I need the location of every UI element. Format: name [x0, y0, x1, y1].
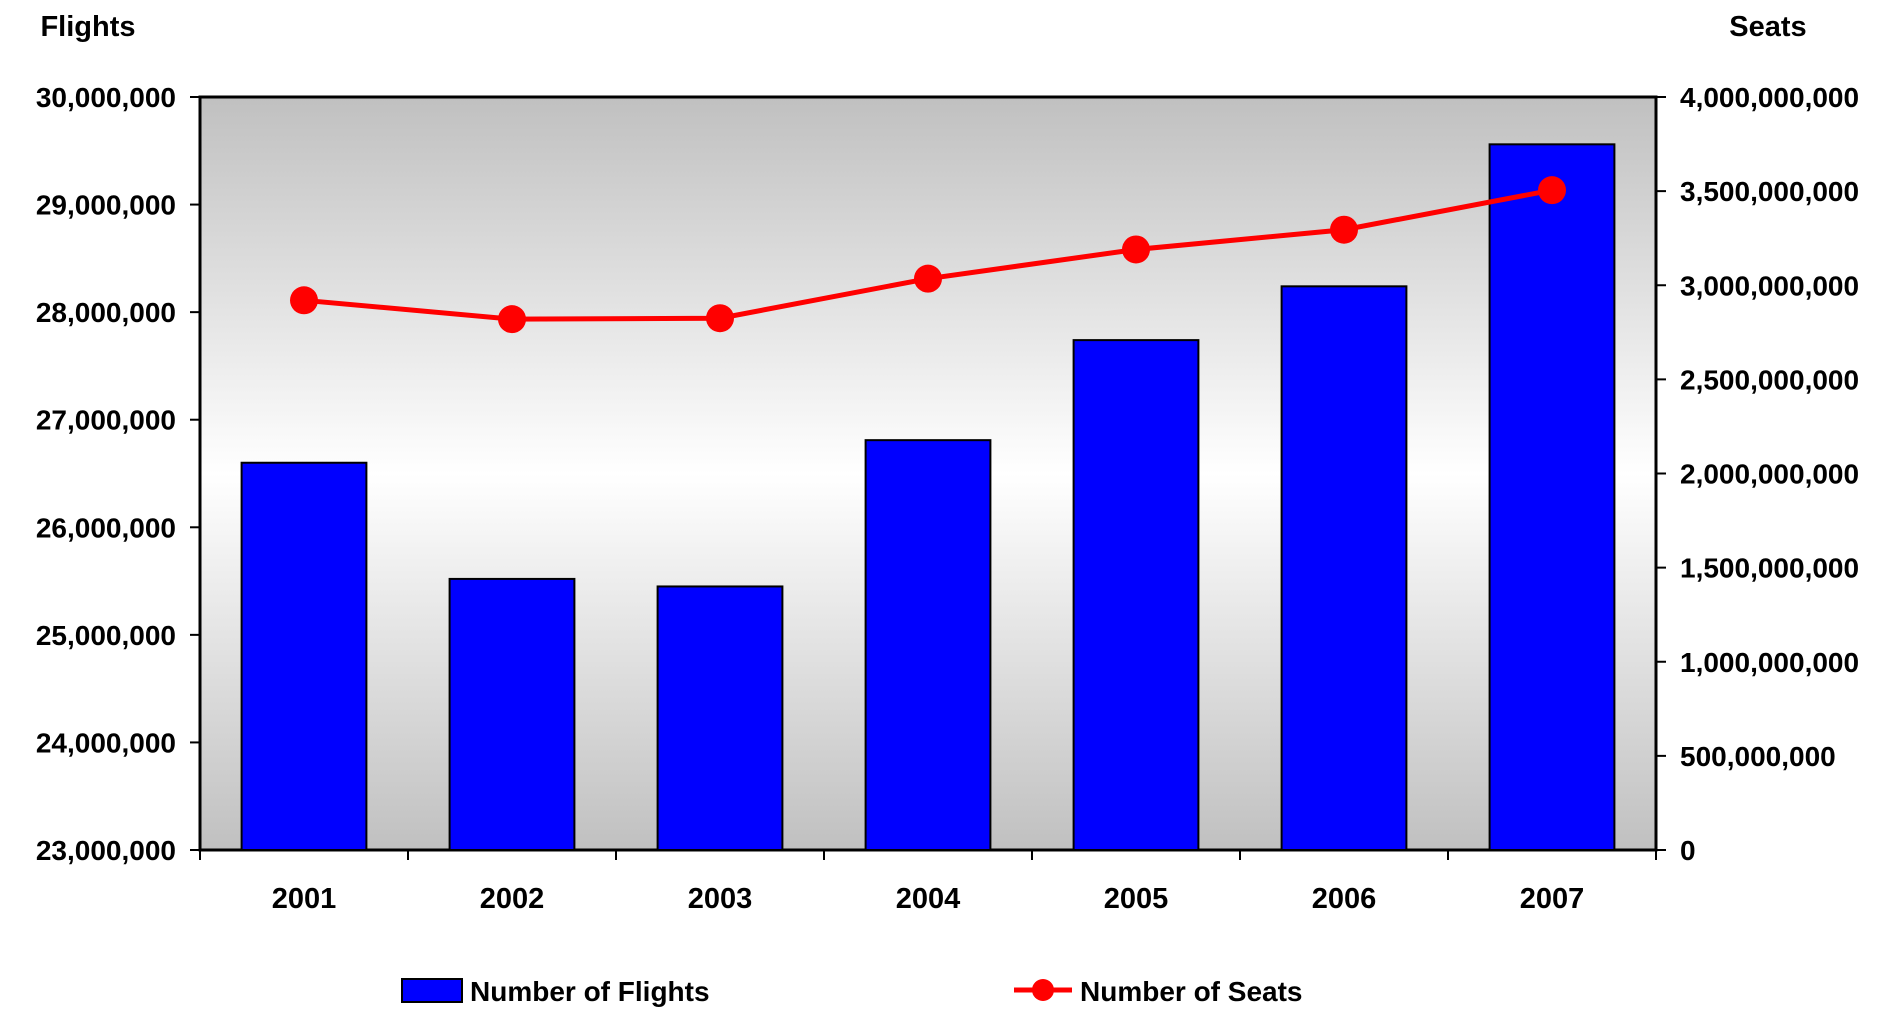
legend-label-flights: Number of Flights: [470, 976, 710, 1007]
point-seats-2007: [1538, 176, 1566, 205]
bar-flights-2003: [656, 585, 784, 851]
left-axis-title: Flights: [40, 11, 135, 43]
point-seats-2003: [706, 304, 734, 333]
bar-flights-2001: [240, 461, 368, 851]
left-tick-label: 30,000,000: [36, 82, 176, 113]
line-layer: [290, 176, 1566, 334]
left-tick-label: 27,000,000: [36, 405, 176, 436]
right-tick-label: 2,000,000,000: [1680, 459, 1859, 490]
legend-line-marker: [1032, 979, 1054, 1001]
bar-flights-2006: [1280, 285, 1408, 851]
right-tick-label: 1,000,000,000: [1680, 647, 1859, 678]
x-tick-label: 2002: [480, 883, 545, 915]
bar-flights-2007: [1488, 143, 1616, 851]
left-tick-label: 26,000,000: [36, 512, 176, 543]
bar-flights-2004: [864, 439, 992, 851]
point-seats-2001: [290, 286, 318, 315]
point-seats-2005: [1122, 235, 1150, 264]
x-tick-label: 2007: [1520, 883, 1585, 915]
right-tick-label: 0: [1680, 835, 1696, 866]
bar-flights-2002: [448, 577, 576, 851]
legend-label-seats: Number of Seats: [1080, 976, 1303, 1007]
bars-layer: [240, 143, 1616, 851]
point-seats-2006: [1330, 215, 1358, 244]
left-tick-label: 28,000,000: [36, 297, 176, 328]
left-tick-label: 24,000,000: [36, 727, 176, 758]
bar-flights-2005: [1072, 339, 1200, 851]
legend-bar-swatch: [401, 978, 463, 1003]
axes-layer: 23,000,000 24,000,000 25,000,000 26,000,000…: [36, 82, 1859, 915]
x-tick-label: 2005: [1104, 883, 1169, 915]
point-seats-2002: [498, 305, 526, 334]
point-seats-2004: [914, 264, 942, 293]
right-tick-label: 4,000,000,000: [1680, 82, 1859, 113]
right-axis-title: Seats: [1729, 11, 1806, 43]
right-tick-label: 500,000,000: [1680, 741, 1836, 772]
x-tick-label: 2003: [688, 883, 753, 915]
left-tick-label: 29,000,000: [36, 190, 176, 221]
legend: Number of Flights Number of Seats: [401, 976, 1303, 1007]
x-tick-label: 2004: [896, 883, 961, 915]
x-tick-label: 2006: [1312, 883, 1377, 915]
left-tick-label: 25,000,000: [36, 620, 176, 651]
right-tick-label: 3,500,000,000: [1680, 176, 1859, 207]
left-tick-label: 23,000,000: [36, 835, 176, 866]
right-tick-label: 3,000,000,000: [1680, 270, 1859, 301]
right-tick-label: 1,500,000,000: [1680, 553, 1859, 584]
right-tick-label: 2,500,000,000: [1680, 364, 1859, 395]
x-tick-label: 2001: [272, 883, 337, 915]
